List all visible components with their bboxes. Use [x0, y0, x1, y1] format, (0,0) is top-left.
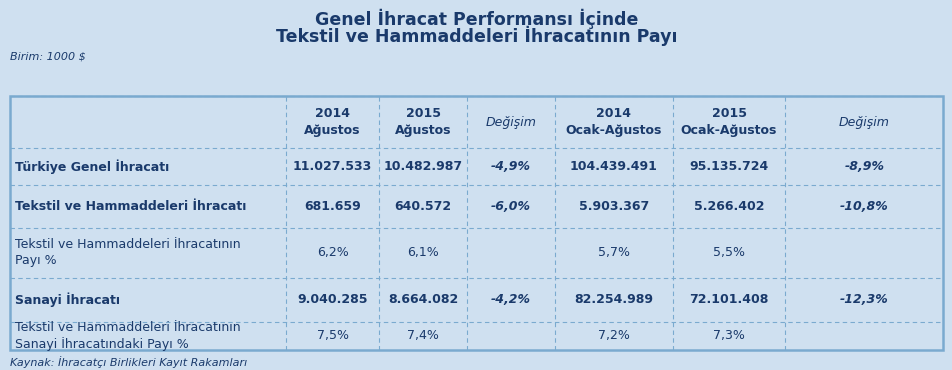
Text: Kaynak: İhracatçı Birlikleri Kayıt Rakamları: Kaynak: İhracatçı Birlikleri Kayıt Rakam…	[10, 356, 247, 368]
Text: 10.482.987: 10.482.987	[383, 160, 463, 173]
Text: Değişim: Değişim	[485, 115, 536, 129]
Text: 2015
Ağustos: 2015 Ağustos	[394, 107, 451, 137]
Text: 104.439.491: 104.439.491	[569, 160, 657, 173]
Text: Tekstil ve Hammaddeleri İhracatının Payı: Tekstil ve Hammaddeleri İhracatının Payı	[275, 26, 677, 46]
Text: Tekstil ve Hammaddeleri İhracatının
Sanayi İhracatındaki Payı %: Tekstil ve Hammaddeleri İhracatının Sana…	[15, 321, 241, 351]
Text: Değişim: Değişim	[838, 115, 889, 129]
Text: 5.266.402: 5.266.402	[693, 200, 764, 213]
Text: Tekstil ve Hammaddeleri İhracatı: Tekstil ve Hammaddeleri İhracatı	[15, 200, 247, 213]
Text: 7,5%: 7,5%	[316, 329, 348, 342]
Text: 7,3%: 7,3%	[712, 329, 744, 342]
Text: 5.903.367: 5.903.367	[578, 200, 648, 213]
Text: 681.659: 681.659	[304, 200, 361, 213]
Bar	[10, 96, 942, 350]
Text: Birim: 1000 $: Birim: 1000 $	[10, 52, 85, 62]
Text: 2014
Ağustos: 2014 Ağustos	[304, 107, 361, 137]
Text: 95.135.724: 95.135.724	[688, 160, 768, 173]
Text: -6,0%: -6,0%	[490, 200, 530, 213]
Text: 5,7%: 5,7%	[597, 246, 629, 259]
Text: 72.101.408: 72.101.408	[688, 293, 768, 306]
Text: Türkiye Genel İhracatı: Türkiye Genel İhracatı	[15, 159, 169, 174]
Text: -12,3%: -12,3%	[839, 293, 888, 306]
Text: 7,2%: 7,2%	[597, 329, 629, 342]
Text: 11.027.533: 11.027.533	[292, 160, 372, 173]
Text: 7,4%: 7,4%	[407, 329, 439, 342]
Text: 2015
Ocak-Ağustos: 2015 Ocak-Ağustos	[680, 107, 777, 137]
Text: 9.040.285: 9.040.285	[297, 293, 367, 306]
Text: 2014
Ocak-Ağustos: 2014 Ocak-Ağustos	[565, 107, 662, 137]
Text: -8,9%: -8,9%	[843, 160, 883, 173]
Text: 6,2%: 6,2%	[316, 246, 348, 259]
Text: 8.664.082: 8.664.082	[387, 293, 458, 306]
Text: 82.254.989: 82.254.989	[574, 293, 652, 306]
Text: Genel İhracat Performansı İçinde: Genel İhracat Performansı İçinde	[314, 9, 638, 30]
Text: Tekstil ve Hammaddeleri İhracatının
Payı %: Tekstil ve Hammaddeleri İhracatının Payı…	[15, 238, 241, 267]
Text: 640.572: 640.572	[394, 200, 451, 213]
Text: Sanayi İhracatı: Sanayi İhracatı	[15, 292, 120, 307]
Text: -4,9%: -4,9%	[490, 160, 530, 173]
Text: 5,5%: 5,5%	[712, 246, 744, 259]
Text: -4,2%: -4,2%	[490, 293, 530, 306]
Text: -10,8%: -10,8%	[839, 200, 888, 213]
Text: 6,1%: 6,1%	[407, 246, 439, 259]
